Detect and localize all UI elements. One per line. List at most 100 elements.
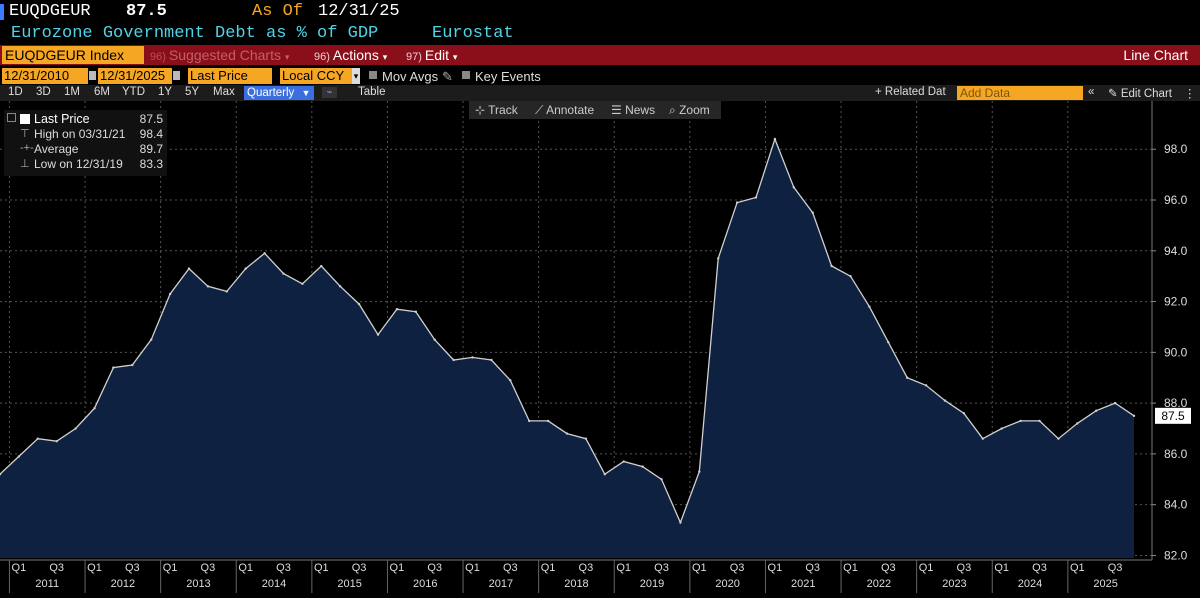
data-point (603, 473, 606, 476)
edit-chart-button[interactable]: ✎ Edit Chart (1108, 86, 1172, 100)
legend-low-value: 83.3 (139, 157, 163, 171)
frequency-select[interactable]: Quarterly ▼ (244, 86, 314, 100)
data-point (924, 384, 928, 387)
x-quarter-label: Q3 (1108, 562, 1123, 574)
track-button[interactable]: ⊹ Track (475, 103, 518, 117)
suggested-charts-menu[interactable]: 96) Suggested Charts ▾ (150, 47, 289, 63)
x-quarter-label: Q1 (616, 562, 631, 574)
related-data-button[interactable]: + Related Dat (875, 86, 946, 98)
x-quarter-label: Q3 (881, 562, 896, 574)
start-date-input[interactable]: 12/31/2010 (2, 68, 88, 84)
mov-avgs-checkbox[interactable] (369, 71, 377, 79)
currency-select[interactable]: Local CCY (280, 68, 352, 84)
data-point (452, 358, 455, 362)
legend-last-label: Last Price (34, 112, 90, 126)
data-point (206, 285, 210, 288)
x-year-label: 2016 (413, 578, 437, 590)
x-year-label: 2025 (1093, 578, 1117, 590)
chevron-down-icon: ▾ (382, 52, 388, 62)
data-point (887, 340, 890, 344)
period-1d[interactable]: 1D (8, 86, 23, 98)
edit-menu[interactable]: 97) Edit ▾ (406, 47, 457, 63)
collapse-icon[interactable]: « (1088, 86, 1095, 98)
x-year-label: 2019 (640, 578, 664, 590)
legend-average-label: Average (34, 142, 79, 156)
x-quarter-label: Q1 (465, 562, 480, 574)
legend-high-value: 98.4 (139, 127, 163, 141)
x-quarter-label: Q1 (919, 562, 934, 574)
news-button[interactable]: ☰ News (611, 103, 655, 117)
x-year-label: 2018 (564, 578, 588, 590)
news-icon: ☰ (611, 103, 626, 117)
period-3d[interactable]: 3D (36, 86, 51, 98)
end-date-input[interactable]: 12/31/2025 (98, 68, 172, 84)
pencil-icon[interactable]: ✎ (442, 69, 453, 84)
data-point (679, 521, 682, 524)
security-index-field[interactable]: EUQDGEUR Index (2, 46, 144, 64)
crosshair-icon: ⊹ (475, 103, 489, 117)
x-quarter-label: Q3 (1032, 562, 1047, 574)
data-point (395, 307, 399, 311)
data-point (376, 333, 380, 336)
key-events-label[interactable]: Key Events (475, 69, 541, 84)
period-max[interactable]: Max (213, 86, 235, 98)
table-button[interactable]: Table (358, 86, 386, 98)
legend-expand-icon[interactable] (7, 113, 16, 122)
period-6m[interactable]: 6M (94, 86, 110, 98)
line-chart[interactable]: 82.084.086.088.090.092.094.096.098.0 Q1 Q… (0, 101, 1200, 598)
chart-header: EUQDGEUR 87.5 As Of 12/31/25 Eurozone Go… (0, 0, 1200, 45)
last-value-label: 87.5 (1161, 409, 1185, 423)
chart-style-icon[interactable]: ⌁ (322, 87, 337, 98)
field-select[interactable]: Last Price (188, 68, 272, 84)
data-point (792, 186, 795, 189)
period-5y[interactable]: 5Y (185, 86, 200, 98)
data-point (1057, 437, 1060, 440)
zoom-label: Zoom (679, 103, 710, 117)
y-tick-label: 98.0 (1164, 142, 1188, 156)
data-point (339, 285, 342, 288)
data-point (55, 440, 58, 443)
data-point (93, 407, 96, 410)
y-tick-label: 90.0 (1164, 345, 1188, 359)
chevron-down-icon[interactable]: ▾ (352, 68, 360, 84)
x-quarter-label: Q1 (1070, 562, 1085, 574)
edit-label: Edit (424, 47, 450, 63)
frequency-label: Quarterly (247, 87, 295, 99)
zoom-button[interactable]: ⌕ Zoom (669, 103, 710, 118)
key-events-checkbox[interactable] (462, 71, 470, 79)
data-point (773, 137, 777, 141)
period-1m[interactable]: 1M (64, 86, 80, 98)
calendar-icon[interactable] (173, 71, 180, 80)
legend-last-row[interactable]: Last Price 87.5 (4, 112, 167, 127)
x-axis: Q1 Q3 2011 Q1 Q3 2012 Q1 Q3 2013 Q1 Q3 2014 Q1 Q3 2015… (0, 559, 1152, 593)
chevron-down-icon: ▼ (301, 88, 311, 98)
legend-high-row: ⊤ High on 03/31/21 98.4 (4, 127, 167, 142)
add-data-input[interactable]: Add Data (957, 86, 1083, 100)
x-quarter-label: Q3 (654, 562, 669, 574)
mov-avgs-label[interactable]: Mov Avgs (382, 69, 439, 84)
chart-settings-icon[interactable]: ⋮ (1184, 88, 1196, 100)
data-point (717, 257, 720, 260)
period-ytd[interactable]: YTD (122, 86, 145, 98)
y-tick-label: 84.0 (1164, 498, 1188, 512)
data-point (735, 201, 739, 204)
x-year-label: 2014 (262, 578, 286, 590)
chevron-down-icon: ▾ (284, 52, 290, 62)
x-year-label: 2024 (1018, 578, 1042, 590)
data-point (244, 267, 247, 270)
data-point (849, 274, 852, 278)
series-area (0, 139, 1134, 558)
actions-menu[interactable]: 96) Actions ▾ (314, 47, 387, 63)
calendar-icon[interactable] (89, 71, 96, 80)
data-point (433, 338, 436, 341)
x-quarter-label: Q1 (238, 562, 253, 574)
annotate-button[interactable]: ⟋ Annotate (535, 103, 594, 118)
suggested-label: Suggested Charts (168, 47, 281, 63)
annotate-label: Annotate (546, 103, 595, 117)
period-1y[interactable]: 1Y (158, 86, 173, 98)
legend-high-label: High on 03/31/21 (34, 127, 126, 141)
x-quarter-label: Q3 (427, 562, 442, 574)
data-point (1095, 409, 1098, 412)
x-quarter-label: Q3 (125, 562, 140, 574)
data-point (868, 305, 871, 308)
